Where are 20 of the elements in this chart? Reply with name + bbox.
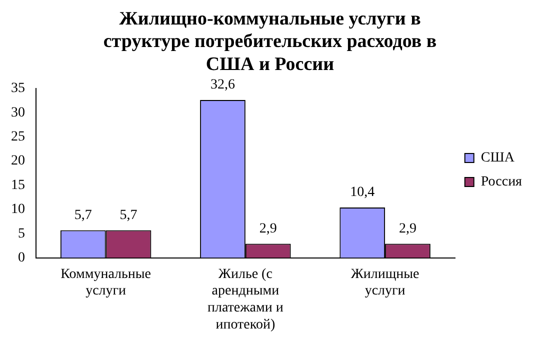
y-tick-label: 25 <box>11 129 25 144</box>
y-tick-label: 20 <box>11 154 25 169</box>
data-label: 5,7 <box>120 208 138 223</box>
y-tick-label: 15 <box>11 178 25 193</box>
x-tick-label: Жилье (с арендными платежами и ипотекой) <box>207 266 284 332</box>
data-label: 10,4 <box>350 185 375 200</box>
legend-label: Россия <box>480 174 523 190</box>
y-tick-label: 35 <box>11 81 25 96</box>
y-tick-label: 10 <box>11 202 25 218</box>
y-tick-label: 5 <box>18 226 25 242</box>
legend-label: США <box>480 150 516 166</box>
y-tick-label: 0 <box>18 250 25 266</box>
data-label: 5,7 <box>74 208 92 223</box>
data-label: 32,6 <box>210 78 235 93</box>
x-tick-label: Коммунальные услуги <box>60 266 152 299</box>
chart-title: Жилищно-коммунальные услуги в структуре потребительских расходов в США и России <box>103 8 437 75</box>
y-tick-label: 30 <box>11 105 25 120</box>
data-label: 2,9 <box>259 221 277 236</box>
data-label: 2,9 <box>398 221 416 236</box>
x-tick-label: Жилищные услуги <box>350 266 420 299</box>
